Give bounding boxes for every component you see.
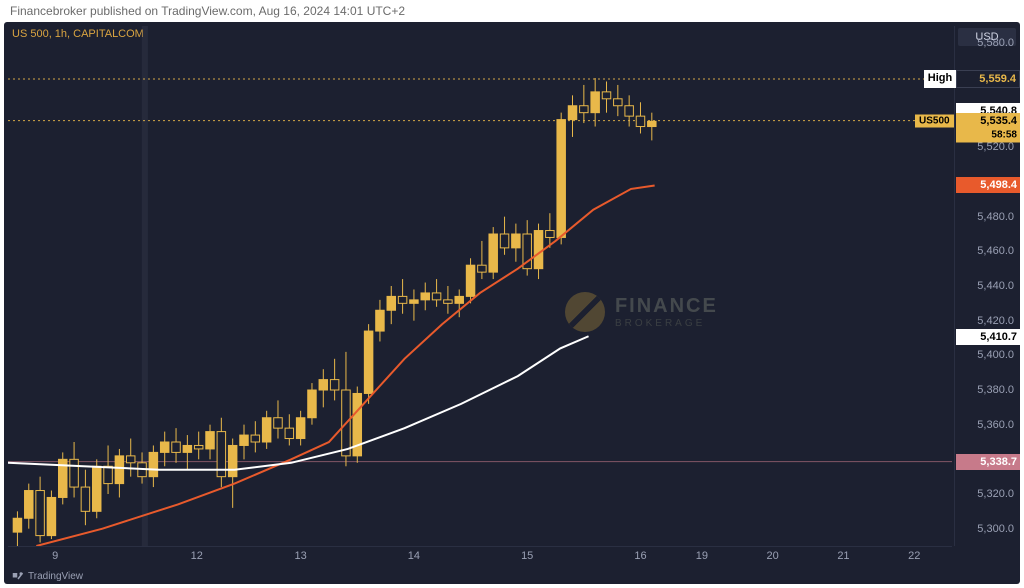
plot-area[interactable]: FINANCE BROKERAGE	[8, 26, 952, 546]
x-tick: 13	[295, 550, 307, 562]
y-tick: 5,440.0	[977, 280, 1014, 292]
y-tick: 5,360.0	[977, 419, 1014, 431]
x-tick: 19	[696, 550, 708, 562]
price-tag: 5,410.7	[956, 329, 1020, 345]
footer-text: TradingView	[28, 571, 83, 582]
price-tag: 58:58	[956, 127, 1020, 142]
y-tick: 5,480.0	[977, 211, 1014, 223]
symbol-badge: US500	[915, 114, 954, 127]
watermark-line1: FINANCE	[615, 295, 718, 318]
watermark: FINANCE BROKERAGE	[565, 292, 718, 332]
candlestick-svg	[8, 26, 952, 546]
y-tick: 5,320.0	[977, 488, 1014, 500]
chart-container: Financebroker published on TradingView.c…	[0, 0, 1024, 588]
x-tick: 15	[521, 550, 533, 562]
y-tick: 5,520.0	[977, 141, 1014, 153]
y-axis[interactable]: USD 5,580.05,560.05,540.05,520.05,500.05…	[954, 26, 1020, 546]
y-tick: 5,300.0	[977, 523, 1014, 535]
chart-panel[interactable]: US 500, 1h, CAPITALCOM FINANCE BROKERAGE…	[4, 22, 1020, 584]
watermark-text: FINANCE BROKERAGE	[615, 295, 718, 329]
watermark-line2: BROKERAGE	[615, 318, 718, 329]
x-tick: 9	[52, 550, 58, 562]
watermark-icon	[565, 292, 605, 332]
price-tag: 5,338.7	[956, 454, 1020, 470]
x-tick: 22	[908, 550, 920, 562]
x-tick: 14	[408, 550, 420, 562]
publish-info: Financebroker published on TradingView.c…	[0, 0, 1024, 22]
x-tick: 21	[837, 550, 849, 562]
high-tag: High5,559.4	[924, 70, 1020, 88]
y-tick: 5,460.0	[977, 245, 1014, 257]
y-tick: 5,400.0	[977, 349, 1014, 361]
tradingview-attribution[interactable]: TradingView	[12, 570, 83, 582]
x-tick: 20	[767, 550, 779, 562]
y-tick: 5,380.0	[977, 384, 1014, 396]
x-tick: 16	[634, 550, 646, 562]
tradingview-icon	[12, 570, 24, 582]
y-tick: 5,420.0	[977, 315, 1014, 327]
x-axis[interactable]: 9 12 13 14 15 16 19 20 21 22	[8, 546, 952, 566]
y-tick: 5,580.0	[977, 37, 1014, 49]
x-tick: 12	[191, 550, 203, 562]
price-tag: 5,498.4	[956, 177, 1020, 193]
